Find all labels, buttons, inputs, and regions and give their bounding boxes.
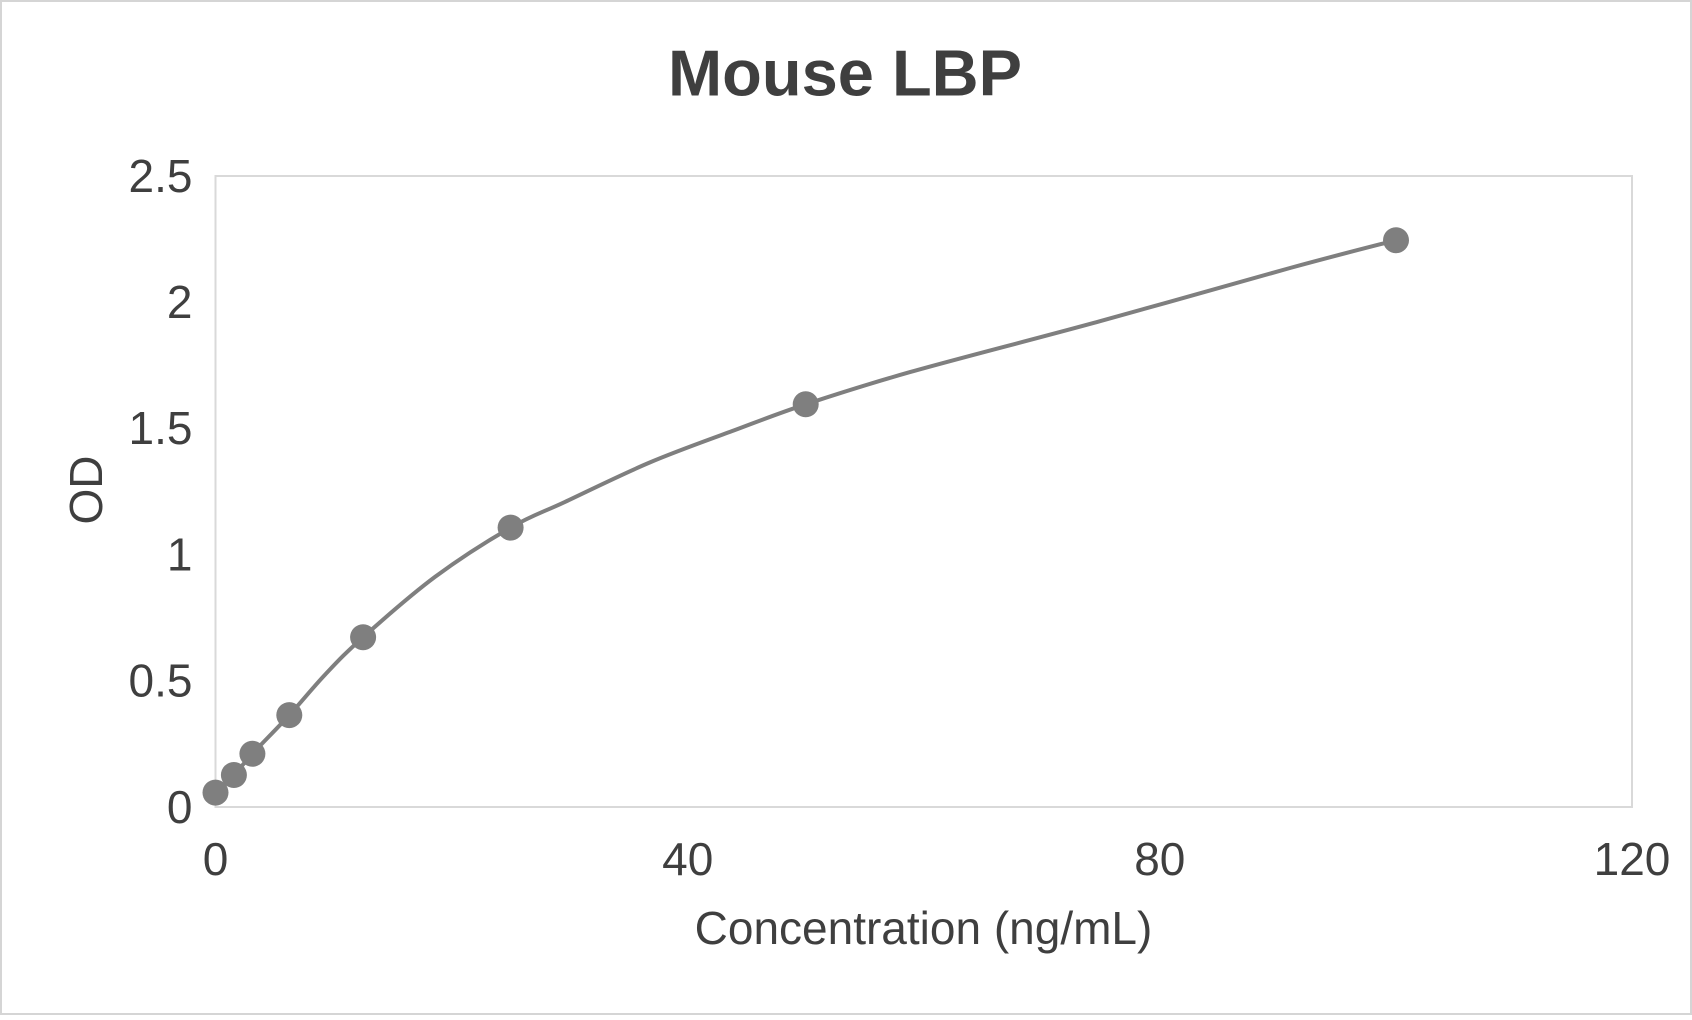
svg-text:40: 40 (662, 833, 713, 885)
svg-text:120: 120 (1594, 833, 1671, 885)
svg-text:1: 1 (167, 528, 193, 580)
svg-text:OD: OD (60, 456, 112, 525)
svg-text:0: 0 (203, 833, 229, 885)
svg-text:2.5: 2.5 (129, 150, 193, 202)
svg-text:80: 80 (1134, 833, 1185, 885)
svg-text:Concentration (ng/mL): Concentration (ng/mL) (695, 902, 1153, 954)
svg-text:2: 2 (167, 276, 193, 328)
svg-text:0: 0 (167, 781, 193, 833)
svg-text:1.5: 1.5 (129, 402, 193, 454)
svg-text:Mouse LBP: Mouse LBP (668, 37, 1022, 110)
svg-text:0.5: 0.5 (129, 655, 193, 707)
